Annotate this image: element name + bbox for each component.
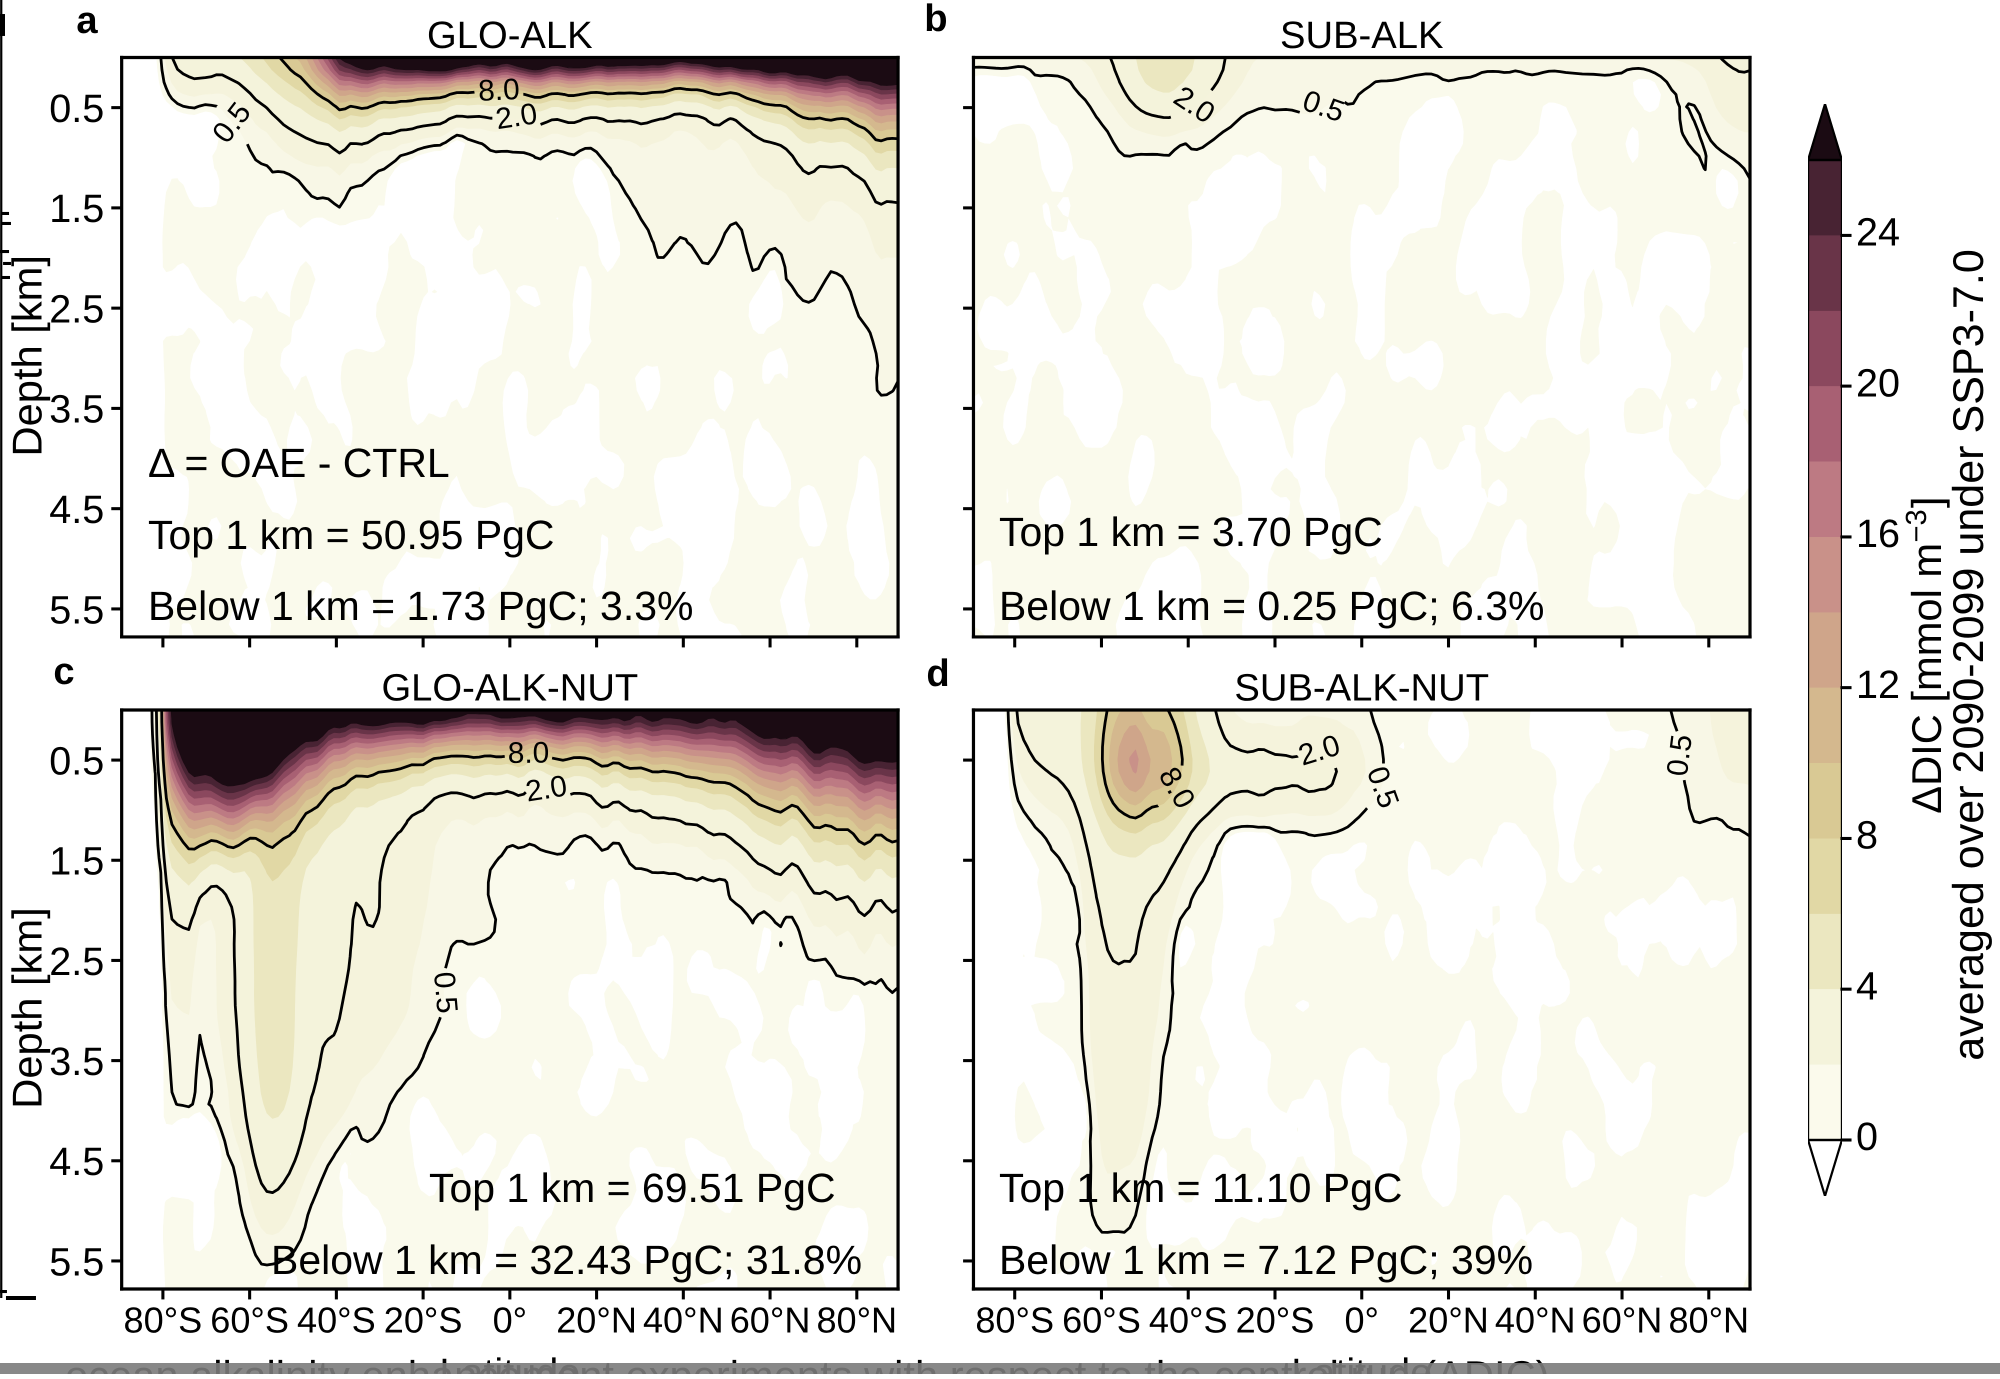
svg-text:0: 0	[1856, 1116, 1878, 1160]
svg-text:4: 4	[1856, 965, 1878, 1009]
svg-text:0.5: 0.5	[1661, 733, 1699, 778]
svg-text:1.5: 1.5	[49, 840, 104, 884]
svg-text:0°: 0°	[493, 1299, 528, 1341]
svg-text:Depth [km]: Depth [km]	[5, 907, 51, 1108]
svg-text:20°N: 20°N	[556, 1299, 637, 1341]
svg-text:24: 24	[1856, 211, 1900, 255]
svg-text:2.0: 2.0	[523, 769, 569, 808]
svg-text:GLO-ALK-NUT: GLO-ALK-NUT	[381, 666, 638, 709]
svg-text:2.5: 2.5	[49, 940, 104, 984]
svg-text:4.5: 4.5	[49, 488, 104, 532]
svg-text:40°N: 40°N	[1495, 1299, 1576, 1341]
svg-text:1.5: 1.5	[49, 188, 104, 232]
svg-text:0.5: 0.5	[427, 970, 464, 1014]
svg-text:Top 1 km = 69.51 PgC: Top 1 km = 69.51 PgC	[429, 1166, 836, 1212]
svg-text:Depth [km]: Depth [km]	[5, 255, 51, 456]
svg-text:3.5: 3.5	[49, 1040, 104, 1084]
svg-text:8.0: 8.0	[477, 73, 520, 108]
svg-text:2.5: 2.5	[49, 288, 104, 332]
svg-text:Top 1 km = 3.70 PgC: Top 1 km = 3.70 PgC	[999, 510, 1383, 556]
svg-text:Below 1 km = 1.73 PgC; 3.3%: Below 1 km = 1.73 PgC; 3.3%	[148, 584, 693, 630]
svg-text:SUB-ALK-NUT: SUB-ALK-NUT	[1234, 666, 1489, 709]
svg-text:Below 1 km = 7.12 PgC; 39%: Below 1 km = 7.12 PgC; 39%	[999, 1238, 1533, 1284]
svg-text:d: d	[926, 651, 949, 694]
svg-text:c: c	[53, 649, 74, 692]
svg-text:ΔDIC[mmolm]−3: ΔDIC[mmolm]−3	[1901, 497, 1951, 814]
svg-text:GLO-ALK: GLO-ALK	[427, 13, 593, 56]
svg-text:2.0: 2.0	[493, 97, 539, 136]
svg-text:60°S: 60°S	[210, 1299, 289, 1341]
svg-text:5.5: 5.5	[49, 589, 104, 633]
svg-text:8: 8	[1856, 814, 1878, 858]
svg-text:0°: 0°	[1344, 1299, 1379, 1341]
svg-text:60°S: 60°S	[1062, 1299, 1141, 1341]
svg-text:12: 12	[1856, 663, 1900, 707]
svg-text:40°S: 40°S	[297, 1299, 376, 1341]
svg-text:Below 1 km = 32.43 PgC; 31.8%: Below 1 km = 32.43 PgC; 31.8%	[271, 1238, 862, 1284]
svg-text:20°S: 20°S	[384, 1299, 463, 1341]
svg-text:Δ = OAE - CTRL: Δ = OAE - CTRL	[148, 441, 450, 487]
svg-text:80°S: 80°S	[975, 1299, 1054, 1341]
svg-text:8.0: 8.0	[508, 736, 550, 770]
svg-text:80°S: 80°S	[124, 1299, 203, 1341]
svg-text:SUB-ALK: SUB-ALK	[1280, 13, 1444, 56]
svg-text:Top 1 km = 11.10 PgC: Top 1 km = 11.10 PgC	[999, 1166, 1403, 1212]
svg-text:0.5: 0.5	[49, 740, 104, 784]
svg-text:Below 1 km = 0.25 PgC; 6.3%: Below 1 km = 0.25 PgC; 6.3%	[999, 584, 1544, 630]
svg-text:b: b	[924, 0, 947, 39]
svg-text:60°N: 60°N	[1582, 1299, 1663, 1341]
svg-text:40°S: 40°S	[1149, 1299, 1228, 1341]
svg-text:averaged over 2090-2099 under: averaged over 2090-2099 under SSP3-7.0	[1944, 249, 1993, 1060]
svg-text:60°N: 60°N	[730, 1299, 811, 1341]
svg-text:16: 16	[1856, 512, 1900, 556]
svg-text:Top 1 km = 50.95 PgC: Top 1 km = 50.95 PgC	[148, 513, 555, 559]
svg-text:3.5: 3.5	[49, 388, 104, 432]
svg-text:80°N: 80°N	[1668, 1299, 1749, 1341]
svg-text:80°N: 80°N	[816, 1299, 897, 1341]
svg-text:20°N: 20°N	[1408, 1299, 1489, 1341]
svg-text:40°N: 40°N	[643, 1299, 724, 1341]
svg-text:a: a	[76, 0, 98, 41]
svg-text:4.5: 4.5	[49, 1140, 104, 1184]
svg-text:20: 20	[1856, 362, 1900, 406]
svg-text:0.5: 0.5	[49, 87, 104, 131]
svg-text:5.5: 5.5	[49, 1241, 104, 1285]
svg-text:20°S: 20°S	[1236, 1299, 1315, 1341]
